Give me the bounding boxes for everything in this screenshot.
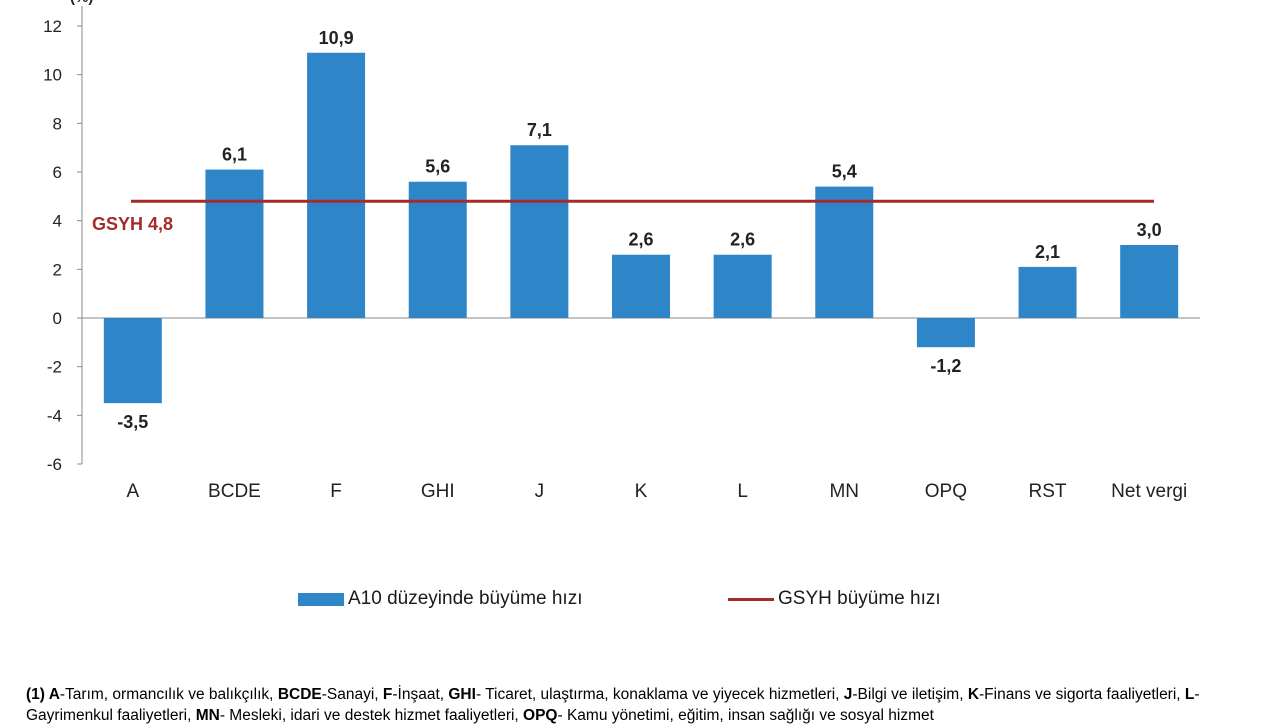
footnote-code: L bbox=[1184, 686, 1195, 703]
x-tick-label: Net vergi bbox=[1111, 481, 1187, 502]
x-tick-label: J bbox=[535, 481, 545, 502]
data-label: 5,6 bbox=[425, 157, 450, 177]
data-label: 2,6 bbox=[730, 230, 755, 250]
footnote-code: MN bbox=[195, 707, 220, 724]
legend: A10 düzeyinde büyüme hızı GSYH büyüme hı… bbox=[0, 588, 1280, 614]
y-tick-label: 2 bbox=[53, 260, 62, 279]
data-label: 7,1 bbox=[527, 120, 552, 140]
data-label: 2,6 bbox=[628, 230, 653, 250]
footnote-description: -Finans ve sigorta faaliyetleri, bbox=[979, 686, 1185, 703]
footnote-description: - Mesleki, idari ve destek hizmet faaliy… bbox=[219, 707, 524, 724]
legend-bar-label: A10 düzeyinde büyüme hızı bbox=[348, 588, 583, 609]
y-tick-label: 4 bbox=[53, 212, 62, 231]
legend-line-label: GSYH büyüme hızı bbox=[778, 588, 941, 609]
x-tick-label: K bbox=[635, 481, 648, 502]
footnote-description: - Ticaret, ulaştırma, konaklama ve yiyec… bbox=[475, 686, 844, 703]
y-tick-label: 6 bbox=[53, 163, 62, 182]
data-label: -3,5 bbox=[117, 412, 148, 432]
y-axis-unit: (%) bbox=[70, 0, 93, 6]
bar-chart: (%) 12 10 8 6 4 2 0 -2 -4 -6 A BCDE F GHI J K L MN OPQ RST N… bbox=[43, 0, 1200, 502]
footnote-description: -Bilgi ve iletişim, bbox=[852, 686, 968, 703]
y-tick-label: 8 bbox=[53, 114, 62, 133]
x-tick-label: F bbox=[330, 481, 342, 502]
x-tick-label: BCDE bbox=[208, 481, 261, 502]
footnote-number: (1) bbox=[26, 686, 49, 703]
bar bbox=[713, 254, 772, 318]
footnote-description: -İnşaat, bbox=[392, 686, 449, 703]
data-labels: -3,5 6,1 10,9 5,6 7,1 2,6 2,6 5,4 -1,2 2,1 3,0 bbox=[117, 28, 1161, 432]
gsyh-label: GSYH 4,8 bbox=[92, 214, 173, 234]
bar bbox=[205, 169, 264, 318]
y-tick-label: -4 bbox=[47, 406, 62, 425]
footnote-code: BCDE bbox=[277, 686, 322, 703]
x-tick-label: MN bbox=[829, 481, 859, 502]
y-tick-label: -2 bbox=[47, 358, 62, 377]
x-tick-label: A bbox=[126, 481, 139, 502]
y-tick-label: 10 bbox=[43, 66, 62, 85]
bar bbox=[307, 52, 366, 319]
data-label: -1,2 bbox=[930, 356, 961, 376]
footnote-code: A bbox=[48, 686, 60, 703]
bars bbox=[103, 52, 1179, 404]
footnote-description: -Sanayi, bbox=[321, 686, 383, 703]
bar bbox=[103, 318, 162, 404]
x-tick-label: OPQ bbox=[925, 481, 967, 502]
data-label: 10,9 bbox=[319, 28, 354, 48]
footnote-description: -Tarım, ormancılık ve balıkçılık, bbox=[59, 686, 278, 703]
legend-line-swatch bbox=[728, 597, 774, 601]
x-axis-labels: A BCDE F GHI J K L MN OPQ RST Net vergi bbox=[126, 481, 1187, 502]
x-tick-label: L bbox=[737, 481, 748, 502]
bar bbox=[916, 318, 975, 348]
bar bbox=[1018, 266, 1077, 318]
footnote-code: J bbox=[843, 686, 853, 703]
footnote-code: OPQ bbox=[523, 707, 558, 724]
legend-bar-swatch bbox=[298, 592, 344, 606]
reference-line: GSYH 4,8 bbox=[92, 199, 1154, 234]
legend-item-line: GSYH büyüme hızı bbox=[728, 588, 941, 610]
data-label: 3,0 bbox=[1137, 220, 1162, 240]
footnote-code: K bbox=[967, 686, 980, 703]
footnote-code: F bbox=[382, 686, 393, 703]
bar bbox=[1120, 245, 1179, 318]
footnote-code: GHI bbox=[448, 686, 476, 703]
bar bbox=[510, 145, 569, 318]
data-label: 5,4 bbox=[832, 162, 857, 182]
y-tick-label: 0 bbox=[53, 309, 62, 328]
x-tick-label: RST bbox=[1029, 481, 1067, 502]
bar bbox=[408, 181, 467, 318]
data-label: 2,1 bbox=[1035, 242, 1060, 262]
legend-item-bars: A10 düzeyinde büyüme hızı bbox=[298, 588, 583, 610]
footnote-description: - Kamu yönetimi, eğitim, insan sağlığı v… bbox=[557, 707, 934, 724]
y-tick-label: -6 bbox=[47, 455, 62, 474]
x-tick-label: GHI bbox=[421, 481, 455, 502]
y-tick-label: 12 bbox=[43, 17, 62, 36]
data-label: 6,1 bbox=[222, 145, 247, 165]
bar bbox=[612, 254, 670, 318]
bar bbox=[815, 186, 874, 318]
